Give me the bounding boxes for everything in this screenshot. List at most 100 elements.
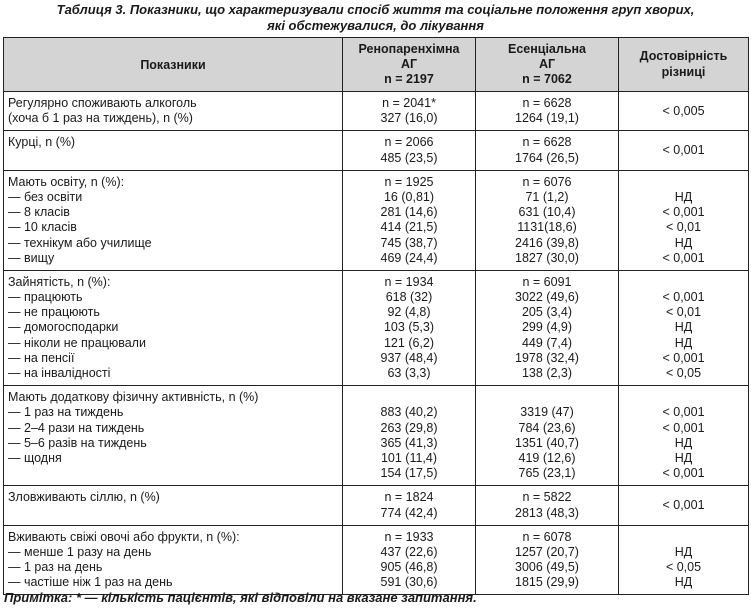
indicator-cell-line: — менше 1 разу на день	[8, 544, 152, 559]
indicator-cell-line: Зловживають сіллю, n (%)	[8, 490, 160, 505]
essential-cell-line: n = 6628	[522, 135, 572, 150]
reno-cell: n = 1925 16 (0,81) 281 (14,6) 414 (21,5) 745…	[342, 169, 476, 271]
essential-cell: n = 6078 1257 (20,7) 3006 (49,5) 1815 (29,9…	[475, 524, 619, 596]
indicator-cell-line: — 1 раз на тиждень	[8, 405, 124, 420]
indicator-cell-line	[8, 506, 342, 521]
significance-cell-line: < 0,05	[665, 560, 702, 575]
reno-cell-line: 485 (23,5)	[380, 150, 438, 165]
reno-cell-line: 618 (32)	[385, 290, 433, 305]
significance-cell-line	[619, 275, 748, 290]
indicator-cell-line: Мають освіту, n (%):	[8, 174, 125, 189]
significance-cell-line: < 0,001	[662, 466, 705, 481]
reno-cell-line	[343, 390, 475, 405]
indicator-cell: Вживають свіжі овочі або фрукти, n (%): —…	[3, 524, 343, 596]
essential-cell-line: 1815 (29,9)	[515, 575, 579, 590]
table-row: Зловживають сіллю, n (%) n = 1824 774 (42,…	[3, 485, 749, 526]
indicator-cell: Зайнятість, n (%): — працюють — не працюют…	[3, 269, 343, 387]
table-body: Регулярно споживають алкоголь (хоча б 1 р…	[3, 90, 749, 596]
significance-cell-line	[619, 175, 748, 190]
indicator-cell-line: — на пенсії	[8, 350, 75, 365]
significance-cell: < 0,001	[618, 130, 749, 171]
indicator-cell-line: — щодня	[8, 450, 62, 465]
indicator-cell: Курці, n (%)	[3, 130, 343, 171]
essential-cell-line: 765 (23,1)	[518, 466, 576, 481]
reno-cell: n = 1934 618 (32) 92 (4,8) 103 (5,3) 121 (6,…	[342, 269, 476, 387]
significance-cell-line: < 0,001	[662, 205, 705, 220]
indicator-cell-line: — ніколи не працювали	[8, 335, 146, 350]
reno-cell-line: 469 (24,4)	[380, 250, 438, 265]
significance-cell-line: < 0,001	[662, 497, 705, 512]
indicator-cell-line: — на інвалідності	[8, 366, 111, 380]
reno-cell-line: n = 2041*	[382, 96, 436, 110]
header-significance: Достовірність різниці	[618, 37, 749, 92]
indicator-cell-line: — технікум або училище	[8, 235, 152, 250]
essential-cell: n = 6628 1764 (26,5)	[475, 130, 619, 171]
essential-cell-line: 205 (3,4)	[521, 305, 573, 320]
significance-cell-line: НД	[674, 544, 693, 559]
table-row: Мають освіту, n (%): — без освіти — 8 клас…	[3, 169, 749, 271]
indicator-cell: Мають додаткову фізичну активність, n (%…	[3, 385, 343, 487]
indicator-cell-line: — частіше ніж 1 раз на день	[8, 575, 173, 590]
header-row: Показники Ренопаренхімна АГ n = 2197 Есе…	[3, 37, 749, 92]
reno-cell-line: 121 (6,2)	[383, 335, 435, 350]
reno-cell-line: 365 (41,3)	[380, 435, 438, 450]
essential-cell-line: n = 5822	[522, 490, 572, 505]
essential-cell-line: 1827 (30,0)	[515, 250, 579, 265]
essential-cell-line: n = 6078	[522, 529, 572, 544]
essential-cell: n = 5822 2813 (48,3)	[475, 485, 619, 526]
reno-cell: n = 1824 774 (42,4)	[342, 485, 476, 526]
significance-cell-line: НД	[674, 320, 693, 335]
essential-cell-line: 3006 (49,5)	[515, 560, 579, 575]
data-table: Показники Ренопаренхімна АГ n = 2197 Есе…	[3, 37, 749, 596]
reno-cell-line: 414 (21,5)	[380, 220, 438, 235]
indicator-cell-line: Курці, n (%)	[8, 135, 76, 150]
significance-cell: < 0,001 < 0,001 НД НД < 0,001	[618, 385, 749, 487]
indicator-cell-line: — без освіти	[8, 189, 83, 204]
indicator-cell-line	[8, 466, 342, 481]
significance-cell: НД < 0,001 < 0,01 НД < 0,001	[618, 169, 749, 271]
indicator-cell-line: — 10 класів	[8, 220, 77, 235]
significance-cell-line: НД	[674, 189, 693, 204]
indicator-cell: Мають освіту, n (%): — без освіти — 8 клас…	[3, 169, 343, 271]
essential-cell-line: n = 6076	[522, 174, 572, 189]
reno-cell: n = 1933 437 (22,6) 905 (46,8) 591 (30,6)	[342, 524, 476, 596]
essential-cell-line: 3022 (49,6)	[515, 290, 579, 305]
indicator-cell-line: — 5–6 разів на тиждень	[8, 435, 147, 450]
indicator-cell-line: — 1 раз на день	[8, 560, 103, 575]
reno-cell-line: n = 1933	[384, 529, 434, 544]
essential-cell-line: 138 (2,3)	[521, 366, 573, 380]
note-label: Примітка:	[4, 590, 73, 605]
significance-cell-line: НД	[674, 435, 693, 450]
reno-cell-line: n = 1925	[384, 174, 434, 189]
significance-cell: < 0,005	[618, 90, 749, 132]
essential-cell-line: 449 (7,4)	[521, 335, 573, 350]
significance-cell-line: < 0,005	[662, 103, 705, 118]
essential-cell-line: 1764 (26,5)	[515, 150, 579, 165]
significance-cell: < 0,001	[618, 485, 749, 526]
significance-cell-line: < 0,05	[665, 366, 702, 380]
indicator-cell: Зловживають сіллю, n (%)	[3, 485, 343, 526]
indicator-cell-line: — не працюють	[8, 305, 100, 320]
significance-cell-line: < 0,001	[662, 250, 705, 265]
reno-cell-line: n = 1934	[384, 274, 434, 289]
indicator-cell-line: — домогосподарки	[8, 320, 119, 335]
essential-cell-line: 2416 (39,8)	[515, 235, 579, 250]
reno-cell-line: 16 (0,81)	[383, 189, 435, 204]
reno-cell-line: 263 (29,8)	[380, 420, 438, 435]
essential-cell-line: n = 6091	[522, 274, 572, 289]
reno-cell-line: 154 (17,5)	[380, 466, 438, 481]
significance-cell-line: < 0,01	[665, 305, 702, 320]
reno-cell-line: 281 (14,6)	[380, 205, 438, 220]
essential-cell-line: 631 (10,4)	[518, 205, 576, 220]
reno-cell: n = 2041* 327 (16,0)	[342, 90, 476, 132]
significance-cell-line	[619, 390, 748, 405]
table-row: Мають додаткову фізичну активність, n (%…	[3, 385, 749, 487]
significance-cell-line: НД	[674, 575, 693, 590]
significance-cell-line	[619, 530, 748, 545]
indicator-cell-line: — вищу	[8, 250, 55, 265]
reno-cell-line: 745 (38,7)	[380, 235, 438, 250]
indicator-cell-line: Регулярно споживають алкоголь	[8, 96, 197, 110]
table-row: Курці, n (%) n = 2066 485 (23,5) n = 6628 17…	[3, 130, 749, 171]
essential-cell-line: 419 (12,6)	[518, 450, 576, 465]
reno-cell-line: 63 (3,3)	[387, 366, 431, 380]
